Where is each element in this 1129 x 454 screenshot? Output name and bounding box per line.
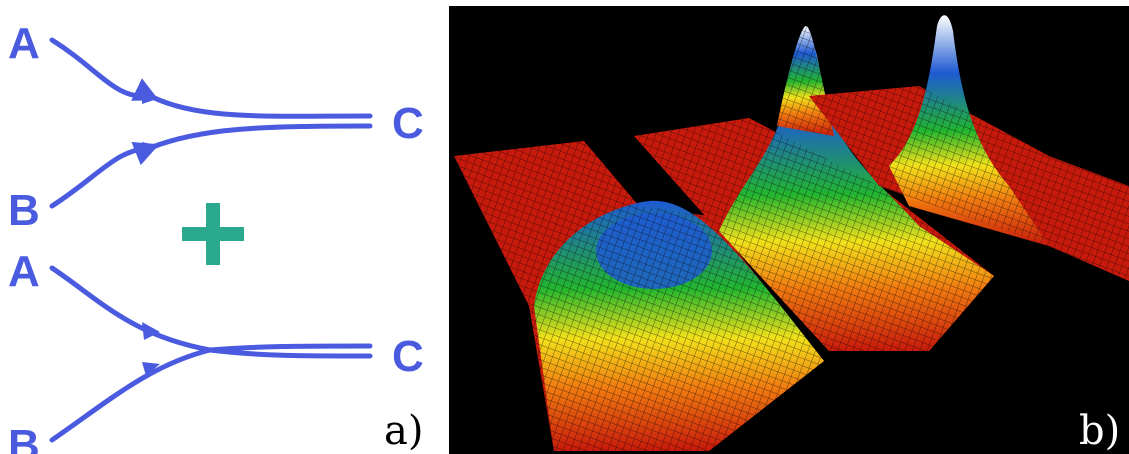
- surface-slab-3: [809, 15, 1129, 281]
- bottom-arrowhead-a: [142, 322, 160, 340]
- bottom-a-path: [49, 265, 213, 353]
- top-label-a: A: [8, 19, 40, 68]
- bottom-reaction: [49, 265, 373, 443]
- bottom-label-b: B: [8, 421, 40, 454]
- panel-b-label: b): [1079, 408, 1120, 454]
- bottom-b-tail: [207, 343, 373, 353]
- top-b-arrow: [131, 123, 373, 166]
- top-a-arrow: [131, 78, 373, 119]
- bottom-arrowhead-b: [142, 362, 160, 376]
- surface-slab-2: [634, 26, 994, 352]
- bottom-a-tail: [207, 347, 373, 359]
- top-label-b: B: [8, 186, 40, 235]
- bottom-label-a: A: [8, 247, 40, 296]
- top-arrowhead-a: [142, 90, 160, 104]
- top-b-path: [49, 145, 153, 209]
- top-a-path: [49, 37, 153, 99]
- reaction-diagram: A B C A B C a): [8, 19, 424, 454]
- top-reaction: [49, 37, 373, 209]
- bottom-label-c: C: [392, 332, 424, 381]
- surface-slab-1: [454, 141, 824, 451]
- top-arrowhead-b: [142, 142, 160, 156]
- surface-plot: b): [449, 6, 1129, 454]
- bottom-b-path: [49, 347, 213, 443]
- panel-a-label: a): [384, 408, 423, 454]
- top-label-c: C: [392, 99, 424, 148]
- plus-sign: [182, 203, 244, 265]
